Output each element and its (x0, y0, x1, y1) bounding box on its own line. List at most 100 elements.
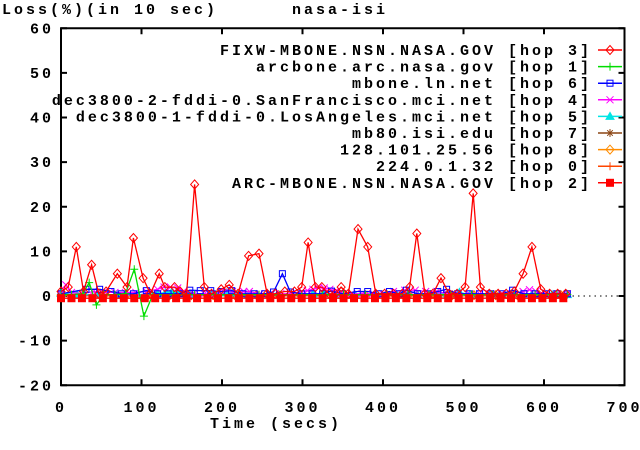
series-marker-diamond (297, 281, 307, 293)
series-marker-square-filled (370, 294, 379, 303)
series-marker-diamond (363, 241, 373, 253)
series-marker-plus (92, 300, 101, 309)
legend-label: dec3800-1-fddi-0.LosAngeles.mci.net [hop… (76, 109, 592, 126)
y-tick-label: 10 (30, 244, 54, 261)
series-marker-diamond (310, 281, 321, 293)
series-marker-diamond (243, 250, 254, 262)
series-marker-diamond (404, 281, 415, 293)
series-marker-diamond (63, 281, 73, 293)
series-marker-plus (139, 312, 148, 321)
series-marker-square-filled (548, 294, 557, 303)
series-marker-square-filled (360, 294, 369, 303)
series-marker-diamond (138, 272, 148, 284)
legend-label: arcbone.arc.nasa.gov [hop 1] (256, 60, 592, 77)
series-marker-square-filled (486, 294, 495, 303)
series-marker-square-filled (391, 294, 400, 303)
series-marker-diamond (189, 179, 200, 190)
series-marker-square-filled (151, 294, 160, 303)
series-marker-square (239, 290, 247, 298)
x-tick-label: 300 (284, 400, 320, 417)
x-tick-label: 500 (445, 400, 481, 417)
series-marker-square-filled (140, 294, 149, 303)
legend-label: FIXW-MBONE.NSN.NASA.GOV [hop 3] (220, 43, 592, 60)
series-marker-square-filled (276, 294, 285, 303)
legend-marker-plus (606, 62, 614, 71)
series-marker-diamond (154, 268, 164, 279)
legend-label: mb80.isi.edu [hop 7] (352, 126, 592, 143)
series-marker-square-filled (433, 294, 442, 303)
series-marker-diamond (501, 288, 511, 300)
series-marker-square-filled (109, 294, 118, 303)
y-tick-label: 50 (30, 66, 54, 83)
series-marker-diamond (460, 281, 470, 293)
series-marker-square-filled (67, 294, 76, 303)
series-marker-diamond (324, 288, 334, 300)
chart-title: nasa-isi (292, 2, 389, 19)
legend-label: 128.101.25.56 [hop 8] (340, 143, 592, 160)
y-axis-caption: Loss(%)(in 10 sec) (2, 2, 219, 19)
series-marker-square-filled (308, 294, 317, 303)
series-marker-square-filled (454, 294, 463, 303)
legend-label: dec3800-2-fddi-0.SanFrancisco.mci.net [h… (52, 93, 592, 110)
series-marker-square (509, 286, 517, 294)
series-marker-diamond (468, 188, 478, 199)
x-tick-label: 200 (204, 400, 240, 417)
series-marker-square-filled (119, 294, 128, 303)
series-marker-square-filled (517, 294, 526, 303)
series-marker-square (278, 270, 286, 278)
series-marker-square-filled (297, 294, 306, 303)
series-marker-square-filled (402, 294, 411, 303)
series-marker-square-filled (412, 294, 421, 303)
y-tick-label: 40 (30, 111, 54, 128)
x-tick-label: 0 (55, 400, 67, 417)
legend-marker-diamond (605, 44, 615, 56)
series-marker-diamond (94, 288, 104, 300)
series-marker-square-filled (234, 294, 243, 303)
series-marker-square-filled (538, 294, 547, 303)
series-marker-square-filled (318, 294, 327, 303)
series-marker-square (250, 290, 258, 298)
x-tick-label: 700 (606, 400, 640, 417)
series-marker-square-filled (339, 294, 348, 303)
series-marker-square-filled (255, 294, 264, 303)
series-marker-diamond (412, 228, 422, 239)
legend-marker-square (606, 79, 614, 87)
x-tick-label: 600 (526, 400, 562, 417)
series-marker-square-filled (88, 294, 97, 303)
legend-marker-triangle (605, 111, 615, 120)
series-marker-diamond (536, 284, 546, 295)
series-marker-square-filled (193, 294, 202, 303)
x-tick-label: 400 (365, 400, 401, 417)
series-marker-square-filled (77, 294, 86, 303)
series-marker-diamond (122, 281, 132, 293)
series-marker-square (96, 285, 104, 293)
series-marker-diamond (475, 281, 486, 293)
series-marker-diamond (436, 272, 446, 284)
series-marker-square-filled (245, 294, 254, 303)
legend-label: mbone.ln.net [hop 6] (352, 76, 592, 93)
series-marker-square-filled (224, 294, 233, 303)
series-marker-diamond (428, 288, 438, 300)
series-marker-diamond (112, 268, 123, 279)
series-marker-diamond (353, 223, 363, 235)
legend-marker-diamond (605, 144, 615, 155)
series-marker-diamond (86, 259, 97, 271)
series-marker-square-filled (57, 294, 65, 303)
series-marker-square-filled (350, 294, 359, 303)
legend-marker-plus (606, 162, 614, 171)
series-marker-diamond (71, 241, 81, 253)
series-marker-square-filled (266, 294, 275, 303)
y-tick-label: 60 (30, 21, 54, 38)
series-marker-square-filled (172, 294, 181, 303)
series-marker-diamond (128, 232, 139, 244)
legend-label: 224.0.1.32 [hop 0] (376, 159, 592, 176)
series-marker-diamond (317, 281, 327, 293)
legend-marker-x (606, 95, 614, 104)
series-marker-diamond (224, 279, 234, 291)
series-marker-square-filled (161, 294, 170, 303)
series-marker-diamond (216, 284, 226, 295)
series-marker-square-filled (444, 294, 453, 303)
series-marker-diamond (518, 268, 528, 279)
